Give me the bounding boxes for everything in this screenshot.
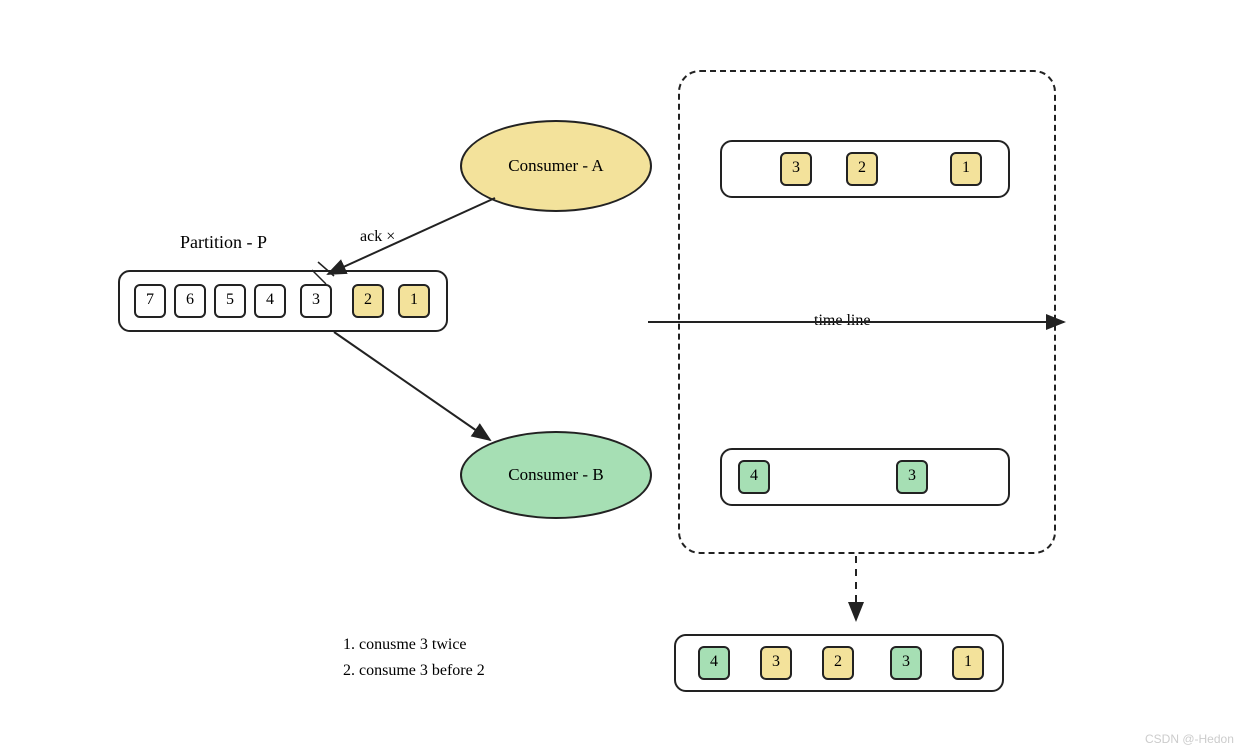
- queue-b-cell: 3: [896, 460, 928, 494]
- arrow-a-to-partition: [328, 198, 495, 274]
- consumer-b-label: Consumer - B: [508, 465, 603, 484]
- partition-cell: 1: [398, 284, 430, 318]
- result-cell: 3: [760, 646, 792, 680]
- queue-b-cell: 4: [738, 460, 770, 494]
- note-line-1: 1. conusme 3 twice: [343, 636, 467, 654]
- partition-cell: 2: [352, 284, 384, 318]
- partition-cell: 6: [174, 284, 206, 318]
- consumer-a-node: Consumer - A: [460, 120, 652, 212]
- result-cell: 4: [698, 646, 730, 680]
- partition-label: Partition - P: [180, 232, 267, 253]
- consumer-a-label: Consumer - A: [508, 156, 603, 175]
- consumer-b-node: Consumer - B: [460, 431, 652, 519]
- arrow-partition-to-b: [334, 332, 490, 440]
- partition-cell: 3: [300, 284, 332, 318]
- partition-cell: 5: [214, 284, 246, 318]
- partition-cell: 7: [134, 284, 166, 318]
- result-cell: 1: [952, 646, 984, 680]
- ack-label: ack ×: [360, 228, 395, 246]
- result-cell: 3: [890, 646, 922, 680]
- note-line-2: 2. consume 3 before 2: [343, 662, 485, 680]
- queue-a-cell: 3: [780, 152, 812, 186]
- result-cell: 2: [822, 646, 854, 680]
- timeline-label: time line: [810, 312, 874, 330]
- partition-cell: 4: [254, 284, 286, 318]
- watermark: CSDN @-Hedon: [1145, 732, 1234, 746]
- queue-a-cell: 2: [846, 152, 878, 186]
- queue-a-cell: 1: [950, 152, 982, 186]
